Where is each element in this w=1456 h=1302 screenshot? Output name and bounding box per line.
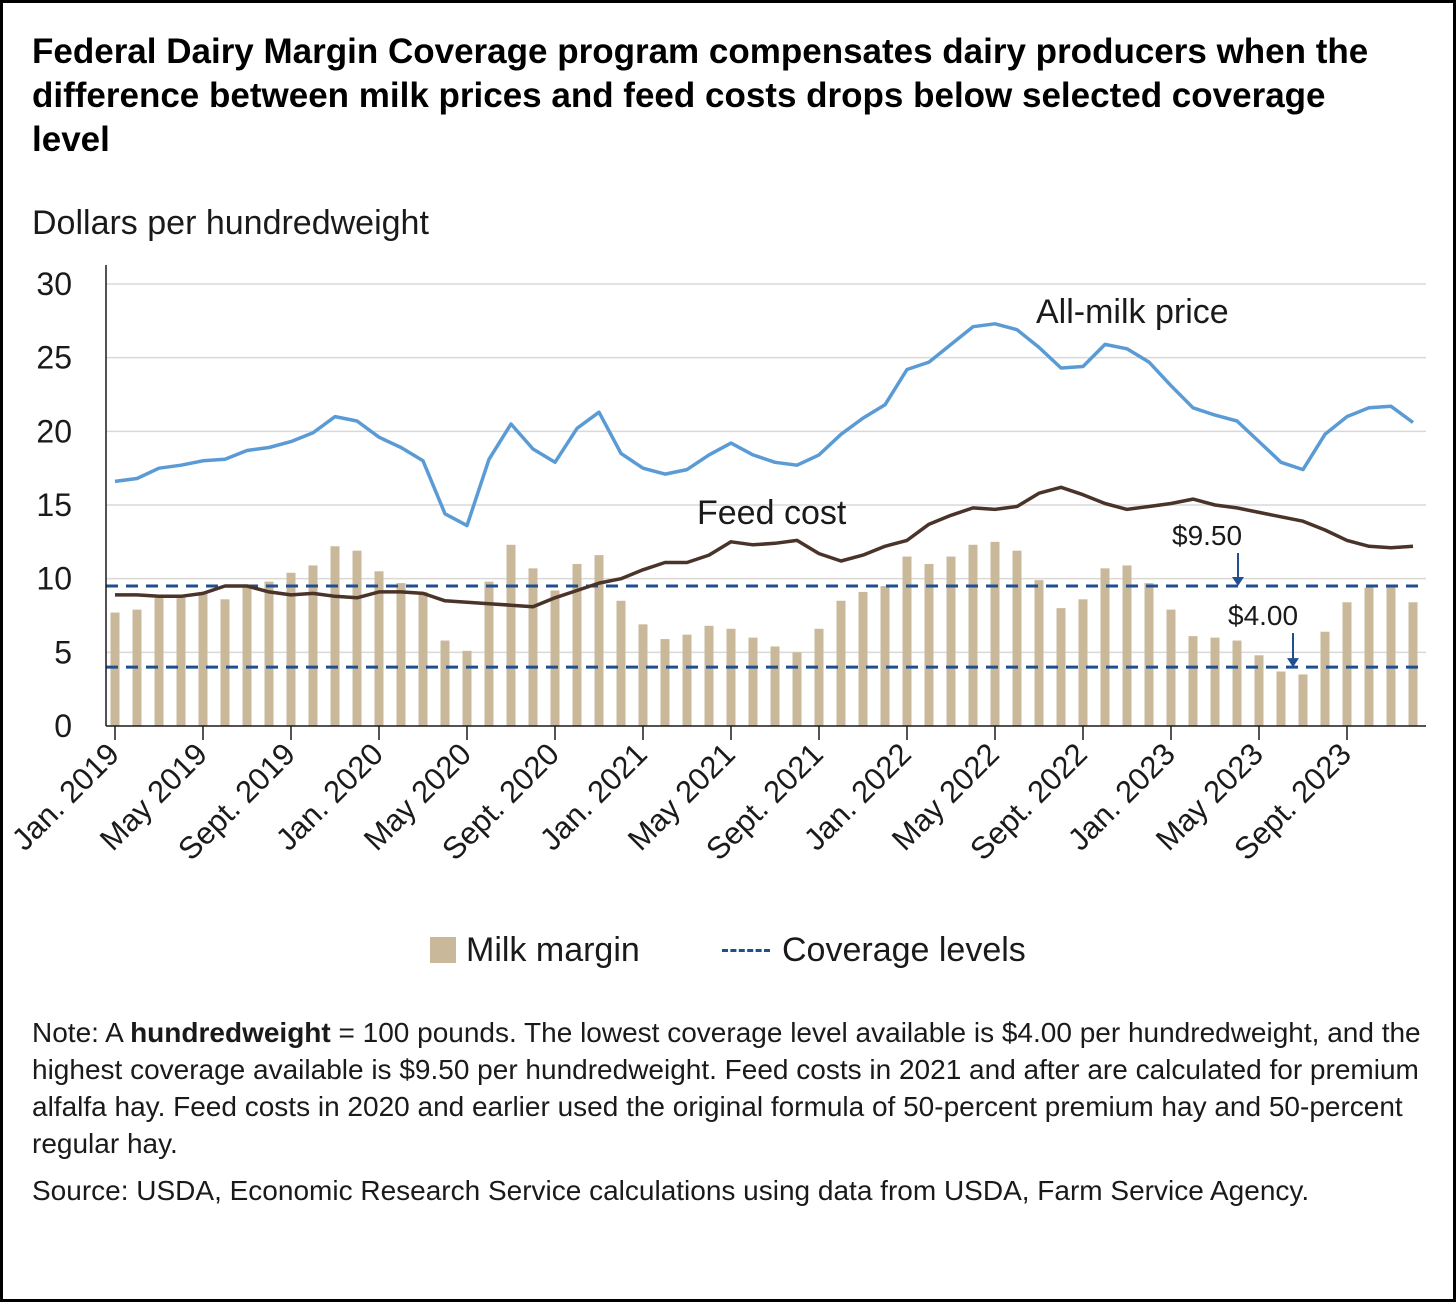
- margin-bar: [594, 555, 604, 726]
- note-prefix: Note: A: [32, 1017, 131, 1048]
- legend-label-milk-margin: Milk margin: [466, 930, 640, 969]
- margin-bar: [880, 586, 890, 726]
- margin-bar: [770, 646, 780, 726]
- margin-bar: [1320, 631, 1330, 726]
- margin-bar: [484, 581, 494, 726]
- y-tick-label: 0: [54, 708, 72, 744]
- margin-bar: [1254, 655, 1264, 726]
- chart-title: Federal Dairy Margin Coverage program co…: [32, 32, 1369, 159]
- margin-bar: [924, 563, 934, 726]
- margin-bar: [682, 634, 692, 726]
- y-tick-label: 5: [54, 634, 72, 670]
- margin-bar: [176, 594, 186, 726]
- note-text: Note: A hundredweight = 100 pounds. The …: [32, 1014, 1422, 1162]
- margin-bar: [836, 600, 846, 726]
- margin-bar: [748, 637, 758, 726]
- legend-swatch-dash: [722, 948, 770, 952]
- margin-bar: [1012, 550, 1022, 726]
- margin-bar: [528, 568, 538, 726]
- series-line: [115, 485, 1414, 609]
- margin-bar: [1408, 602, 1418, 726]
- y-tick-label: 20: [36, 413, 72, 449]
- margin-bar: [792, 652, 802, 726]
- margin-bar: [1298, 674, 1308, 726]
- margin-bar: [1034, 580, 1044, 726]
- margin-bar: [968, 544, 978, 726]
- legend: Milk margin Coverage levels: [0, 928, 1456, 972]
- annotation-all-milk-price: All-milk price: [1036, 293, 1229, 331]
- margin-bar: [550, 590, 560, 726]
- margin-bar: [220, 599, 230, 726]
- margin-bar: [1386, 586, 1396, 726]
- series-line: [114, 322, 1415, 528]
- margin-bar: [440, 640, 450, 726]
- margin-bar: [1144, 583, 1154, 726]
- margin-bar: [374, 571, 384, 726]
- margin-bar: [154, 597, 164, 726]
- source-text: Source: USDA, Economic Research Service …: [32, 1175, 1310, 1206]
- margin-bar: [572, 563, 582, 726]
- arrow-9-50-head: [1232, 577, 1244, 587]
- margin-bar: [1056, 608, 1066, 726]
- margin-bar: [352, 550, 362, 726]
- margin-bar: [946, 556, 956, 726]
- y-tick-label: 10: [36, 561, 72, 597]
- margin-bar: [1276, 671, 1286, 726]
- margin-bar: [1364, 587, 1374, 726]
- y-tick-label: 30: [36, 266, 72, 302]
- legend-label-coverage-levels: Coverage levels: [782, 930, 1026, 969]
- notes-block: Note: A hundredweight = 100 pounds. The …: [32, 1014, 1422, 1209]
- margin-bar: [1078, 599, 1088, 726]
- margin-bar: [418, 591, 428, 726]
- margin-bar: [308, 565, 318, 726]
- margin-bar: [286, 572, 296, 726]
- note-body: = 100 pounds. The lowest coverage level …: [32, 1017, 1421, 1159]
- margin-bar: [616, 600, 626, 726]
- margin-bar: [396, 583, 406, 726]
- margin-bar: [638, 624, 648, 726]
- legend-item-coverage-levels: Coverage levels: [722, 928, 1026, 972]
- annotation-coverage-low: $4.00: [1228, 600, 1298, 631]
- margin-bar: [330, 546, 340, 726]
- margin-bar: [506, 544, 516, 726]
- margin-bar: [242, 586, 252, 726]
- annotation-feed-cost: Feed cost: [697, 494, 847, 532]
- margin-bar: [814, 628, 824, 726]
- y-axis-label: Dollars per hundredweight: [32, 204, 429, 242]
- margin-bar: [462, 650, 472, 726]
- y-tick-label: 25: [36, 340, 72, 376]
- margin-bar: [1100, 568, 1110, 726]
- margin-bar: [990, 541, 1000, 726]
- margin-bar: [1210, 637, 1220, 726]
- arrow-4-00-head: [1287, 658, 1299, 668]
- note-bold-term: hundredweight: [130, 1017, 331, 1048]
- legend-item-milk-margin: Milk margin: [430, 928, 640, 972]
- legend-swatch-bar: [430, 937, 456, 963]
- margin-bar: [264, 581, 274, 726]
- annotation-coverage-high: $9.50: [1172, 520, 1242, 551]
- margin-bar: [1232, 640, 1242, 726]
- margin-bar: [660, 639, 670, 726]
- margin-bar: [902, 556, 912, 726]
- margin-bar: [110, 612, 120, 726]
- margin-bar: [858, 591, 868, 726]
- margin-bar: [1122, 565, 1132, 726]
- margin-bar: [1188, 636, 1198, 726]
- margin-bar: [726, 628, 736, 726]
- margin-bar: [704, 625, 714, 726]
- y-tick-label: 15: [36, 487, 72, 523]
- margin-bar: [198, 593, 208, 726]
- margin-bar: [1342, 602, 1352, 726]
